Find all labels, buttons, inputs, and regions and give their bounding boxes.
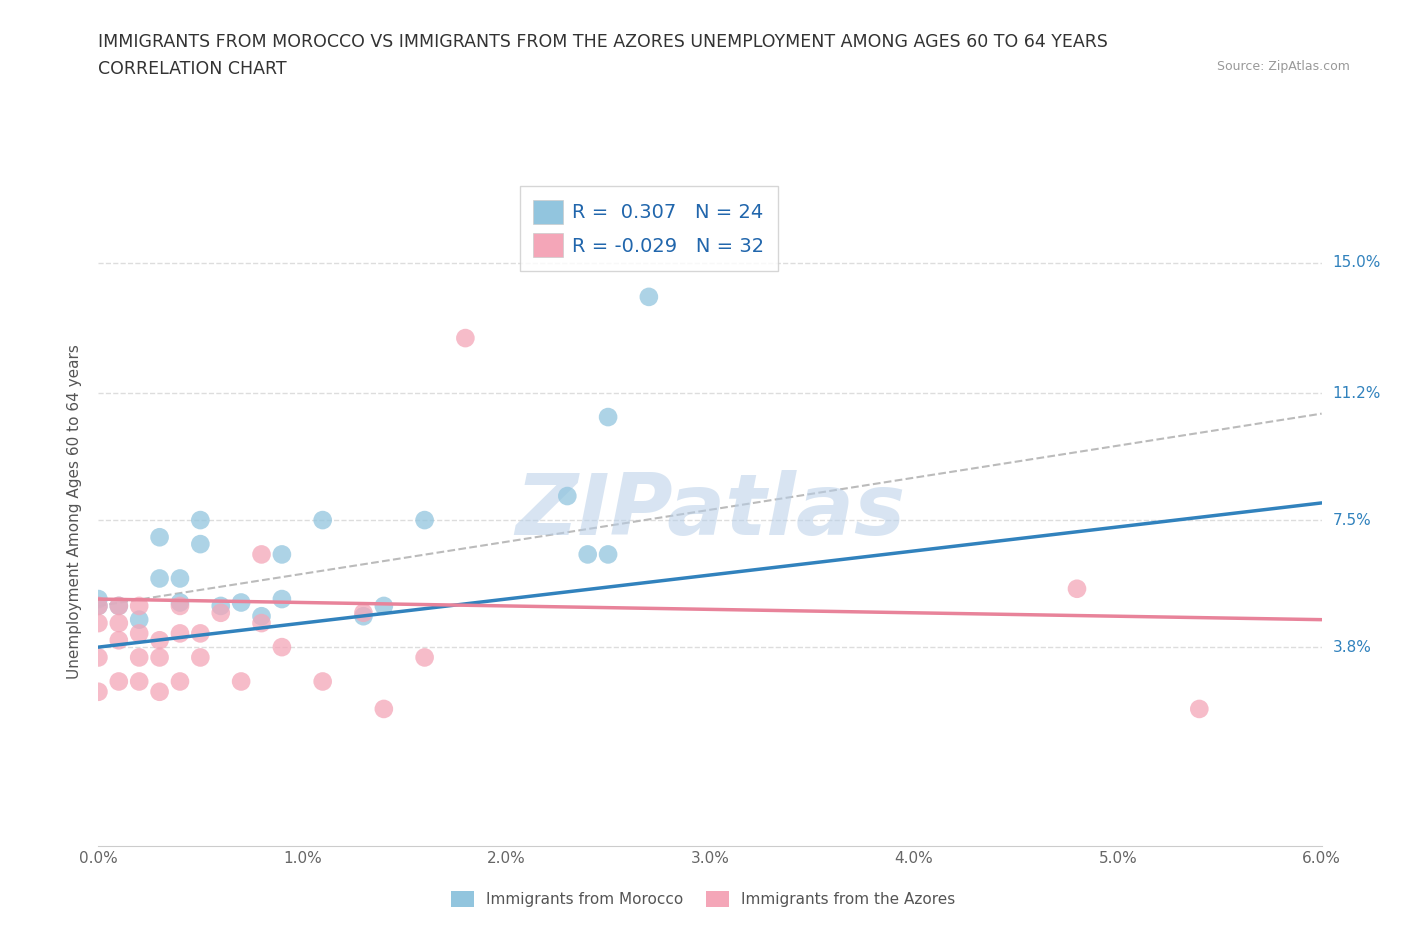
Point [270, 591, 292, 606]
Text: ZIPatlas: ZIPatlas [515, 470, 905, 553]
Point [1066, 581, 1088, 596]
Point [250, 609, 273, 624]
Point [311, 674, 335, 689]
Point [250, 616, 273, 631]
Point [149, 571, 172, 586]
Point [108, 599, 131, 614]
Point [87, 599, 110, 614]
Point [637, 289, 661, 304]
Point [87, 684, 110, 699]
Point [169, 595, 191, 610]
Text: 15.0%: 15.0% [1333, 255, 1381, 270]
Point [413, 650, 436, 665]
Point [128, 674, 150, 689]
Text: 11.2%: 11.2% [1333, 386, 1381, 401]
Legend: Immigrants from Morocco, Immigrants from the Azores: Immigrants from Morocco, Immigrants from… [444, 884, 962, 913]
Point [108, 599, 131, 614]
Text: IMMIGRANTS FROM MOROCCO VS IMMIGRANTS FROM THE AZORES UNEMPLOYMENT AMONG AGES 60: IMMIGRANTS FROM MOROCCO VS IMMIGRANTS FR… [98, 33, 1108, 50]
Point [108, 674, 131, 689]
Point [149, 530, 172, 545]
Point [149, 684, 172, 699]
Text: Source: ZipAtlas.com: Source: ZipAtlas.com [1216, 60, 1350, 73]
Point [598, 547, 620, 562]
Point [188, 650, 212, 665]
Text: CORRELATION CHART: CORRELATION CHART [98, 60, 287, 78]
Point [1188, 701, 1211, 716]
Legend: R =  0.307   N = 24, R = -0.029   N = 32: R = 0.307 N = 24, R = -0.029 N = 32 [520, 186, 778, 271]
Point [231, 674, 253, 689]
Point [108, 616, 131, 631]
Point [311, 512, 335, 527]
Point [413, 512, 436, 527]
Point [128, 612, 150, 627]
Point [352, 605, 374, 620]
Point [373, 599, 395, 614]
Point [270, 640, 292, 655]
Point [87, 599, 110, 614]
Point [87, 616, 110, 631]
Point [128, 599, 150, 614]
Point [87, 650, 110, 665]
Point [209, 605, 232, 620]
Point [576, 547, 599, 562]
Point [454, 331, 477, 346]
Point [598, 409, 620, 424]
Point [250, 547, 273, 562]
Point [373, 701, 395, 716]
Point [270, 547, 292, 562]
Point [128, 650, 150, 665]
Point [209, 599, 232, 614]
Text: 3.8%: 3.8% [1333, 640, 1372, 655]
Point [169, 571, 191, 586]
Point [352, 609, 374, 624]
Point [87, 591, 110, 606]
Point [149, 632, 172, 647]
Point [108, 632, 131, 647]
Y-axis label: Unemployment Among Ages 60 to 64 years: Unemployment Among Ages 60 to 64 years [67, 344, 83, 679]
Point [188, 537, 212, 551]
Point [169, 674, 191, 689]
Point [555, 488, 579, 503]
Text: 7.5%: 7.5% [1333, 512, 1371, 527]
Point [169, 626, 191, 641]
Point [128, 626, 150, 641]
Point [169, 599, 191, 614]
Point [149, 650, 172, 665]
Point [188, 626, 212, 641]
Point [188, 512, 212, 527]
Point [231, 595, 253, 610]
